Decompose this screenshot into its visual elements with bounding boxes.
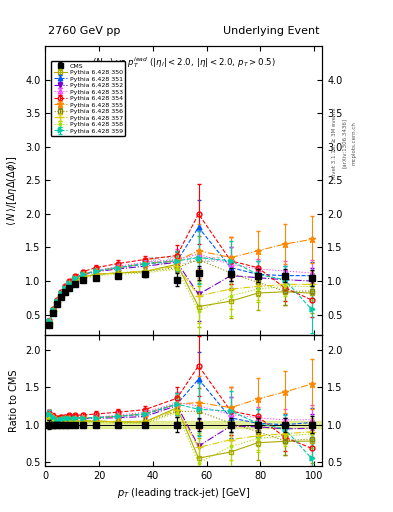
Text: Rivet 3.1.10, ≥ 3M events: Rivet 3.1.10, ≥ 3M events (332, 108, 337, 179)
Y-axis label: Ratio to CMS: Ratio to CMS (9, 369, 19, 432)
X-axis label: $p_T$ (leading track-jet) [GeV]: $p_T$ (leading track-jet) [GeV] (117, 486, 250, 500)
Text: [arXiv:1306.3436]: [arXiv:1306.3436] (342, 118, 347, 168)
Text: 2760 GeV pp: 2760 GeV pp (48, 26, 120, 36)
Text: $\langle N_{ch}\rangle$ vs $p_T^{lead}$ ($|\eta_l|<2.0,\,|\eta|<2.0,\,p_T>0.5$): $\langle N_{ch}\rangle$ vs $p_T^{lead}$ … (92, 55, 275, 70)
Bar (45, 421, 322, 429)
Text: CMS_2015_I1385207: CMS_2015_I1385207 (147, 257, 221, 263)
Text: Underlying Event: Underlying Event (223, 26, 320, 36)
Legend: CMS, Pythia 6.428 350, Pythia 6.428 351, Pythia 6.428 352, Pythia 6.428 353, Pyt: CMS, Pythia 6.428 350, Pythia 6.428 351,… (51, 61, 125, 136)
Text: mcplots.cern.ch: mcplots.cern.ch (352, 121, 357, 165)
Y-axis label: $\langle\,N\,\rangle/[\Delta\eta\Delta(\Delta\phi)]$: $\langle\,N\,\rangle/[\Delta\eta\Delta(\… (5, 155, 19, 226)
